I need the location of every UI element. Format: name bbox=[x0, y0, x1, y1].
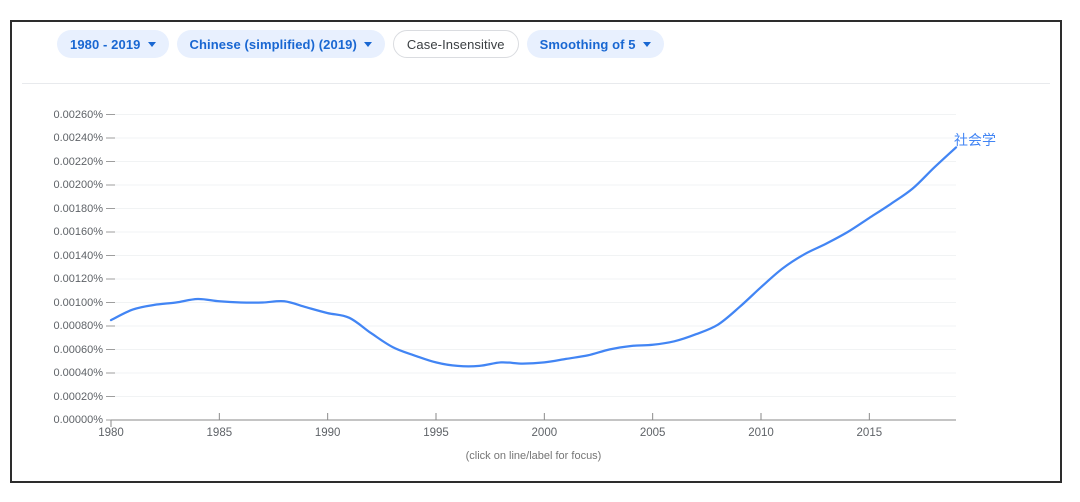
ngram-viewer-panel: 1980 - 2019 Chinese (simplified) (2019) … bbox=[10, 20, 1062, 483]
y-axis-label: 0.00260% bbox=[53, 108, 103, 121]
y-axis-label: 0.00080% bbox=[53, 320, 103, 332]
year-range-chip[interactable]: 1980 - 2019 bbox=[57, 30, 169, 58]
toolbar: 1980 - 2019 Chinese (simplified) (2019) … bbox=[57, 30, 664, 58]
case-sensitivity-label: Case-Insensitive bbox=[406, 36, 505, 52]
x-axis-label: 1995 bbox=[423, 427, 449, 439]
y-axis-label: 0.00160% bbox=[53, 226, 103, 238]
x-axis-label: 1980 bbox=[98, 427, 124, 439]
smoothing-chip[interactable]: Smoothing of 5 bbox=[526, 30, 664, 58]
y-axis-label: 0.00040% bbox=[53, 367, 103, 379]
y-axis-label: 0.00220% bbox=[53, 155, 103, 168]
dropdown-arrow-icon bbox=[363, 41, 372, 47]
chart-canvas bbox=[106, 114, 958, 427]
x-axis-label: 2005 bbox=[639, 427, 666, 439]
chart-caption: (click on line/label for focus) bbox=[465, 450, 602, 462]
y-axis-label: 0.00060% bbox=[53, 343, 103, 356]
y-axis-label: 0.00240% bbox=[53, 132, 103, 144]
year-range-label: 1980 - 2019 bbox=[70, 36, 141, 52]
y-axis-label: 0.00100% bbox=[53, 296, 103, 309]
series-label[interactable]: 社会学 bbox=[954, 132, 996, 148]
x-axis-label: 2010 bbox=[748, 427, 774, 439]
y-axis-label: 0.00120% bbox=[53, 273, 103, 285]
dropdown-arrow-icon bbox=[642, 41, 651, 47]
x-axis-label: 2015 bbox=[856, 427, 883, 439]
y-axis-label: 0.00140% bbox=[53, 249, 103, 262]
y-axis-label: 0.00000% bbox=[53, 414, 103, 426]
x-axis-label: 1990 bbox=[314, 427, 341, 439]
ngram-chart: 0.00000% 0.00020% 0.00040% 0.00060% 0.00080%… bbox=[12, 22, 1060, 481]
dropdown-arrow-icon bbox=[147, 41, 156, 47]
corpus-label: Chinese (simplified) (2019) bbox=[189, 36, 357, 52]
y-axis-label: 0.00020% bbox=[53, 390, 103, 403]
x-axis-label: 1985 bbox=[206, 427, 233, 439]
series-line[interactable] bbox=[109, 146, 958, 368]
x-axis-label: 2000 bbox=[531, 427, 558, 439]
smoothing-label: Smoothing of 5 bbox=[539, 36, 636, 52]
y-axis-label: 0.00180% bbox=[53, 202, 103, 215]
case-sensitivity-chip[interactable]: Case-Insensitive bbox=[392, 30, 519, 58]
corpus-chip[interactable]: Chinese (simplified) (2019) bbox=[176, 30, 385, 58]
y-axis-label: 0.00200% bbox=[53, 179, 103, 191]
toolbar-divider bbox=[22, 83, 1050, 84]
